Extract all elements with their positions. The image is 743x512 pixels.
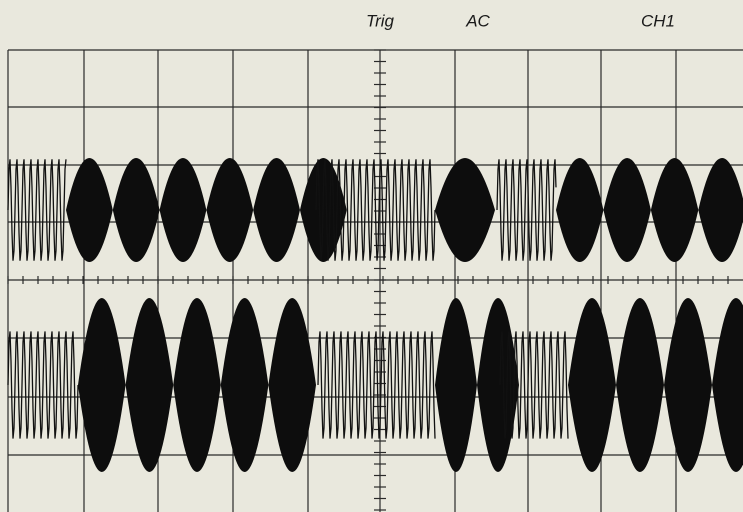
- oscilloscope-screen: Trig AC CH1: [0, 0, 743, 512]
- channel-label: CH1: [641, 11, 675, 30]
- coupling-label: AC: [465, 11, 490, 30]
- trigger-label: Trig: [366, 11, 395, 30]
- page: Trig AC CH1 (() => { const data = JSON.p…: [0, 0, 743, 512]
